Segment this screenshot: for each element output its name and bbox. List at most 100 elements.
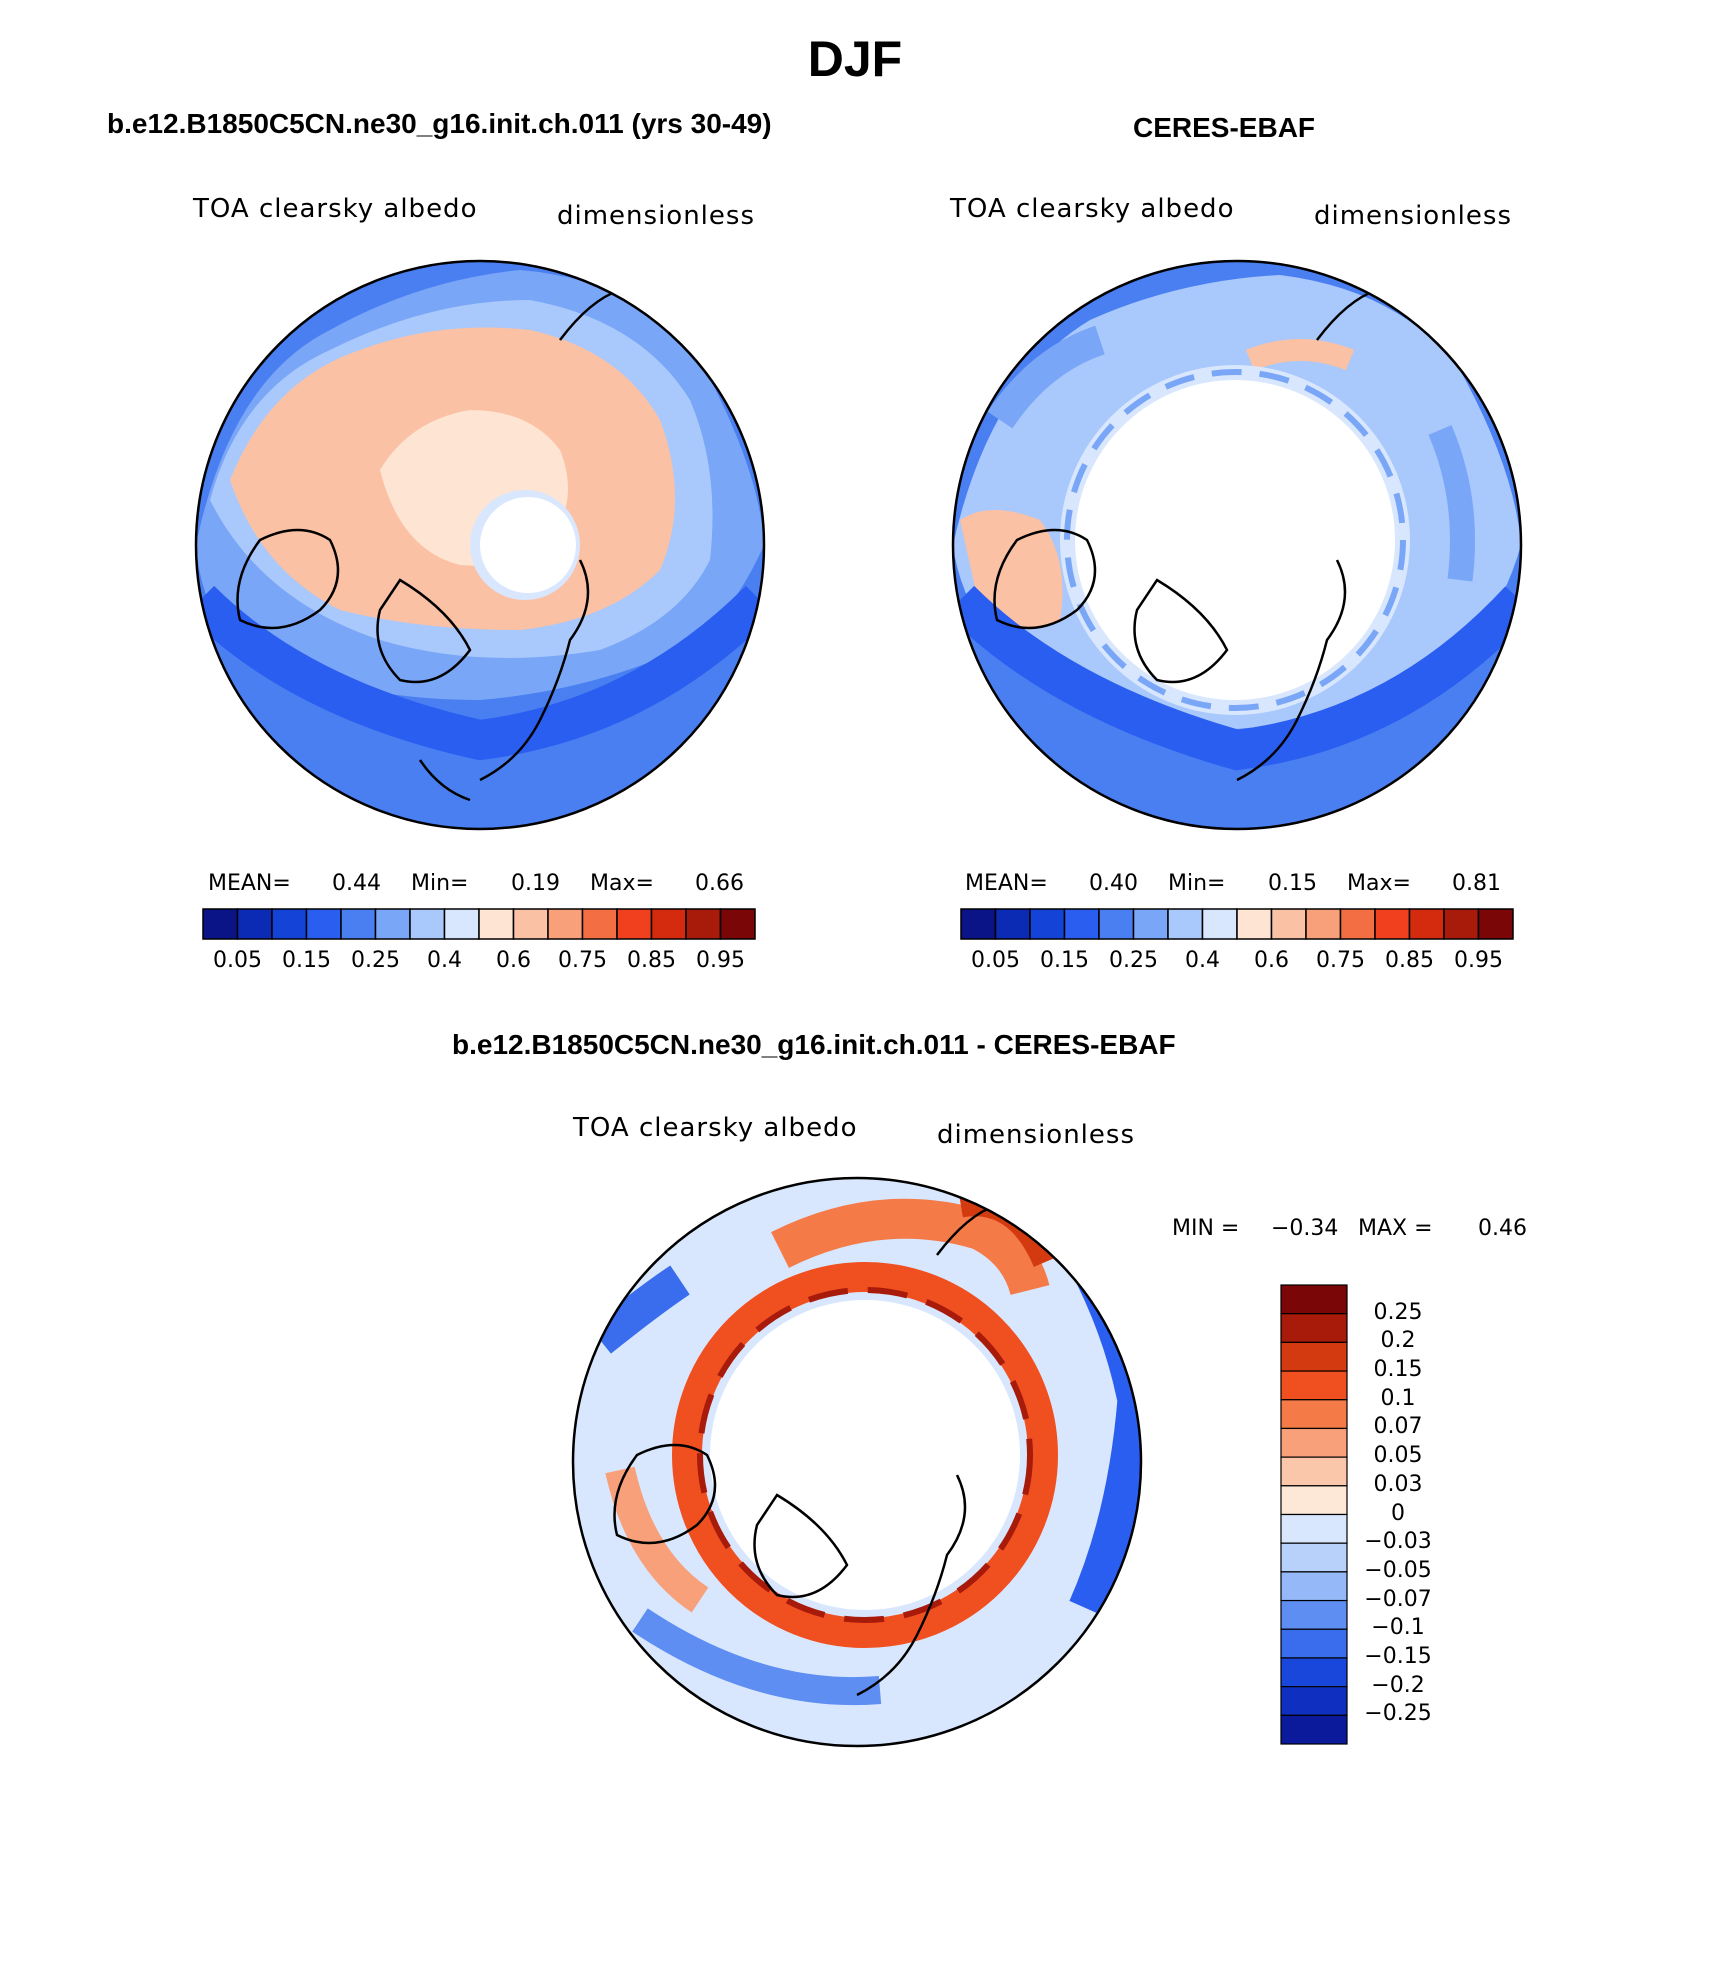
panel-2-colorbar-tick-label: 0.95 — [1454, 948, 1503, 973]
panel-1-colorbar-swatch — [719, 908, 756, 940]
panel-3-colorbar-swatch — [1280, 1313, 1348, 1343]
panel-2-title: CERES-EBAF — [1133, 112, 1316, 143]
panel-1-colorbar-swatch — [650, 908, 687, 940]
panel-1-colorbar — [202, 908, 756, 940]
panel-2-colorbar-tick-label: 0.6 — [1254, 948, 1289, 973]
panel-2-colorbar-tick-label: 0.4 — [1185, 948, 1220, 973]
panel-2-colorbar-tick-label: 0.05 — [971, 948, 1020, 973]
panel-2-units-label: dimensionless — [1314, 201, 1512, 231]
panel-1-colorbar-tick-label: 0.4 — [427, 948, 462, 973]
panel-1-units-label: dimensionless — [557, 201, 755, 231]
panel-3-colorbar-swatch — [1280, 1513, 1348, 1544]
panel-2-min-value: 0.15 — [1268, 871, 1317, 896]
panel-3-colorbar-swatch — [1280, 1599, 1348, 1630]
panel-1-colorbar-swatch — [685, 908, 722, 940]
panel-1-colorbar-swatch — [409, 908, 446, 940]
panel-3-colorbar — [1280, 1284, 1348, 1745]
panel-1-colorbar-tick-label: 0.25 — [351, 948, 400, 973]
panel-2-colorbar-swatch — [1339, 908, 1376, 940]
panel-3-colorbar-swatch — [1280, 1686, 1348, 1716]
panel-1-max-value: 0.66 — [695, 871, 744, 896]
panel-3-max-label: MAX = — [1358, 1216, 1433, 1241]
panel-1-colorbar-swatch — [478, 908, 515, 940]
panel-1-colorbar-swatch — [616, 908, 653, 940]
panel-2-colorbar-swatch — [994, 908, 1031, 940]
panel-1-colorbar-tick-label: 0.75 — [558, 948, 607, 973]
panel-3-colorbar-swatch — [1280, 1341, 1348, 1372]
panel-3-colorbar-swatch — [1280, 1542, 1348, 1573]
panel-3-colorbar-swatch — [1280, 1657, 1348, 1688]
panel-1-max-label: Max= — [590, 871, 654, 896]
panel-3-colorbar-swatch — [1280, 1485, 1348, 1516]
panel-3-units-label: dimensionless — [937, 1120, 1135, 1150]
panel-3-colorbar-swatch — [1280, 1399, 1348, 1430]
panel-2-colorbar-swatch — [960, 908, 997, 940]
panel-1-colorbar-tick-label: 0.95 — [696, 948, 745, 973]
panel-2-colorbar-swatch — [1063, 908, 1100, 940]
panel-3-colorbar-tick-label: 0.15 — [1373, 1357, 1423, 1383]
panel-1-colorbar-tick-label: 0.15 — [282, 948, 331, 973]
panel-2-colorbar-swatch — [1132, 908, 1169, 940]
panel-2-colorbar-swatch — [1201, 908, 1238, 940]
panel-3-title: b.e12.B1850C5CN.ne30_g16.init.ch.011 - C… — [452, 1029, 1176, 1060]
panel-3-colorbar-tick-label: −0.03 — [1364, 1529, 1432, 1555]
panel-1-colorbar-swatch — [374, 908, 411, 940]
panel-2-max-value: 0.81 — [1452, 871, 1501, 896]
panel-1-colorbar-swatch — [305, 908, 342, 940]
panel-1-colorbar-swatch — [581, 908, 618, 940]
panel-1-mean-value: 0.44 — [332, 871, 381, 896]
panel-1-colorbar-tick-label: 0.85 — [627, 948, 676, 973]
panel-3-min-label: MIN = — [1172, 1216, 1240, 1241]
panel-3-colorbar-tick-label: −0.05 — [1364, 1557, 1432, 1583]
panel-2-colorbar-swatch — [1305, 908, 1342, 940]
panel-3-colorbar-swatch — [1280, 1284, 1348, 1315]
panel-2-colorbar-swatch — [1270, 908, 1307, 940]
panel-2-mean-label: MEAN= — [965, 871, 1048, 896]
panel-3-min-value: −0.34 — [1271, 1216, 1339, 1241]
panel-3-colorbar-tick-label: 0.07 — [1373, 1414, 1423, 1440]
panel-2-colorbar-swatch — [1098, 908, 1135, 940]
panel-3-colorbar-tick-label: 0 — [1391, 1500, 1405, 1526]
panel-2-colorbar-tick-label: 0.75 — [1316, 948, 1365, 973]
panel-2-colorbar-tick-label: 0.15 — [1040, 948, 1089, 973]
panel-3-colorbar-tick-label: 0.03 — [1373, 1471, 1423, 1497]
panel-3-colorbar-tick-label: 0.2 — [1380, 1328, 1416, 1354]
panel-3-max-value: 0.46 — [1478, 1216, 1527, 1241]
panel-3-colorbar-tick-label: −0.07 — [1364, 1586, 1432, 1612]
panel-1-colorbar-swatch — [271, 908, 308, 940]
panel-1-colorbar-swatch — [512, 908, 549, 940]
panel-1-colorbar-tick-label: 0.05 — [213, 948, 262, 973]
panel-3-colorbar-swatch — [1280, 1427, 1348, 1458]
panel-1-colorbar-tick-label: 0.6 — [496, 948, 531, 973]
panel-2-colorbar-swatch — [1029, 908, 1066, 940]
panel-3-colorbar-tick-label: −0.15 — [1364, 1643, 1432, 1669]
panel-1-min-label: Min= — [411, 871, 469, 896]
panel-1-mean-label: MEAN= — [208, 871, 291, 896]
panel-1-colorbar-swatch — [236, 908, 273, 940]
panel-2-colorbar-swatch — [1443, 908, 1480, 940]
panel-1-colorbar-swatch — [547, 908, 584, 940]
panel-3-colorbar-swatch — [1280, 1571, 1348, 1602]
panel-3-colorbar-swatch — [1280, 1628, 1348, 1659]
panel-2-colorbar-swatch — [1408, 908, 1445, 940]
panel-2-variable-label: TOA clearsky albedo — [950, 194, 1235, 224]
panel-1-title: b.e12.B1850C5CN.ne30_g16.init.ch.011 (yr… — [107, 108, 772, 139]
panel-3-colorbar-swatch — [1280, 1456, 1348, 1487]
panel-3-colorbar-tick-label: 0.1 — [1380, 1385, 1416, 1411]
panel-1-colorbar-swatch — [340, 908, 377, 940]
panel-2-min-label: Min= — [1168, 871, 1226, 896]
panel-2-colorbar-swatch — [1236, 908, 1273, 940]
panel-2-colorbar-swatch — [1477, 908, 1514, 940]
page-title: DJF — [807, 31, 903, 87]
panel-2-mean-value: 0.40 — [1089, 871, 1138, 896]
panel-1-min-value: 0.19 — [511, 871, 560, 896]
panel-2-colorbar-swatch — [1167, 908, 1204, 940]
panel-3-variable-label: TOA clearsky albedo — [573, 1113, 858, 1143]
panel-1-colorbar-swatch — [443, 908, 480, 940]
panel-3-colorbar-tick-label: −0.1 — [1371, 1615, 1425, 1641]
panel-3-colorbar-swatch — [1280, 1714, 1348, 1745]
panel-1-variable-label: TOA clearsky albedo — [193, 194, 478, 224]
